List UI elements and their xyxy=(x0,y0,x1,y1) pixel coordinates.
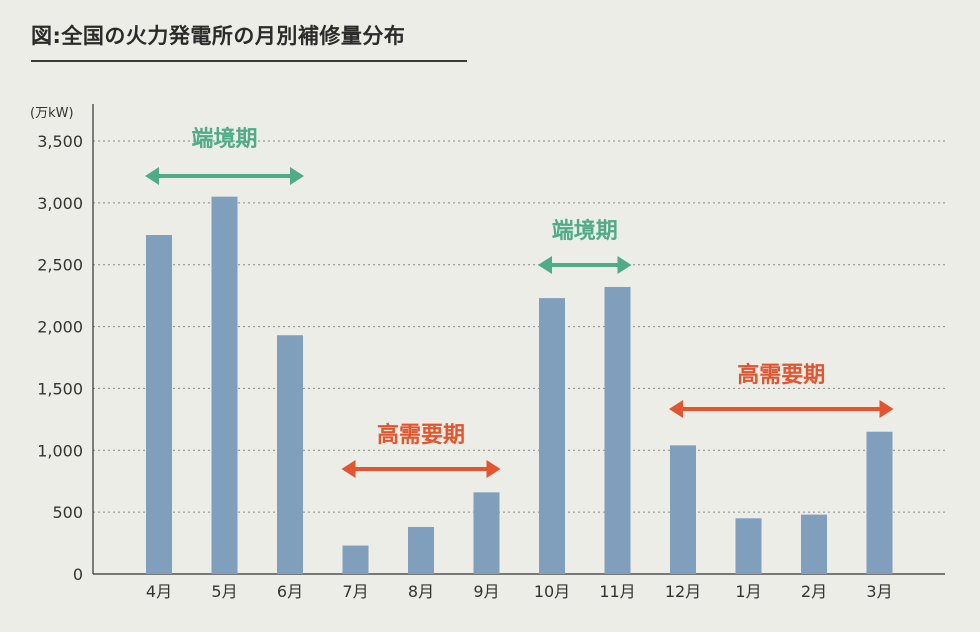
annotation-label: 端境期 xyxy=(552,218,618,244)
annotation-arrowhead-right xyxy=(486,460,501,478)
annotation-arrowhead-right xyxy=(617,256,632,274)
x-tick-label: 2月 xyxy=(801,582,827,601)
x-tick-label: 8月 xyxy=(408,582,434,601)
bar xyxy=(473,492,500,574)
y-tick-label: 500 xyxy=(52,503,83,522)
bar xyxy=(277,335,303,574)
title-underline xyxy=(31,60,467,62)
bar xyxy=(801,514,827,574)
x-tick-label: 9月 xyxy=(473,582,499,601)
y-tick-label: 3,500 xyxy=(37,132,83,151)
axes: 0 500 1,000 1,500 2,000 2,500 3,000 3,500 (万kW) 4… xyxy=(30,104,945,601)
bar xyxy=(408,526,434,574)
x-tick-label: 1月 xyxy=(735,582,761,601)
bar xyxy=(342,545,369,574)
x-tick-label: 4月 xyxy=(146,582,172,601)
bar xyxy=(211,196,238,574)
y-tick-label: 1,000 xyxy=(37,441,83,460)
x-tick-label: 12月 xyxy=(665,582,701,601)
y-tick-label: 0 xyxy=(73,565,83,584)
annotation-arrowhead-left xyxy=(538,256,552,274)
y-unit-label: (万kW) xyxy=(30,106,74,121)
bar xyxy=(146,235,172,574)
x-tick-label: 5月 xyxy=(211,582,237,601)
bars xyxy=(146,196,893,574)
annotation-arrowhead-left xyxy=(145,167,159,185)
annotation-label: 高需要期 xyxy=(377,422,465,448)
figure-title: 図:全国の火力発電所の月別補修量分布 xyxy=(31,24,406,48)
bar xyxy=(539,298,565,574)
annotation-arrowhead-left xyxy=(341,460,356,478)
x-tick-label: 10月 xyxy=(534,582,570,601)
x-tick-label: 3月 xyxy=(866,582,892,601)
bar xyxy=(735,518,762,574)
annotation-arrowhead-right xyxy=(290,167,304,185)
annotation-arrowhead-right xyxy=(879,400,894,418)
y-tick-label: 2,500 xyxy=(37,256,83,275)
y-tick-label: 1,500 xyxy=(37,379,83,398)
bar xyxy=(866,431,893,574)
x-tick-label: 7月 xyxy=(342,582,368,601)
y-tick-label: 3,000 xyxy=(37,194,83,213)
annotation-label: 高需要期 xyxy=(737,362,825,388)
y-tick-label: 2,000 xyxy=(37,318,83,337)
annotation-label: 端境期 xyxy=(191,126,257,152)
x-tick-label: 11月 xyxy=(599,582,635,601)
bar xyxy=(604,286,631,574)
bar xyxy=(670,445,696,574)
x-tick-label: 6月 xyxy=(277,582,303,601)
annotation-arrowhead-left xyxy=(669,400,683,418)
